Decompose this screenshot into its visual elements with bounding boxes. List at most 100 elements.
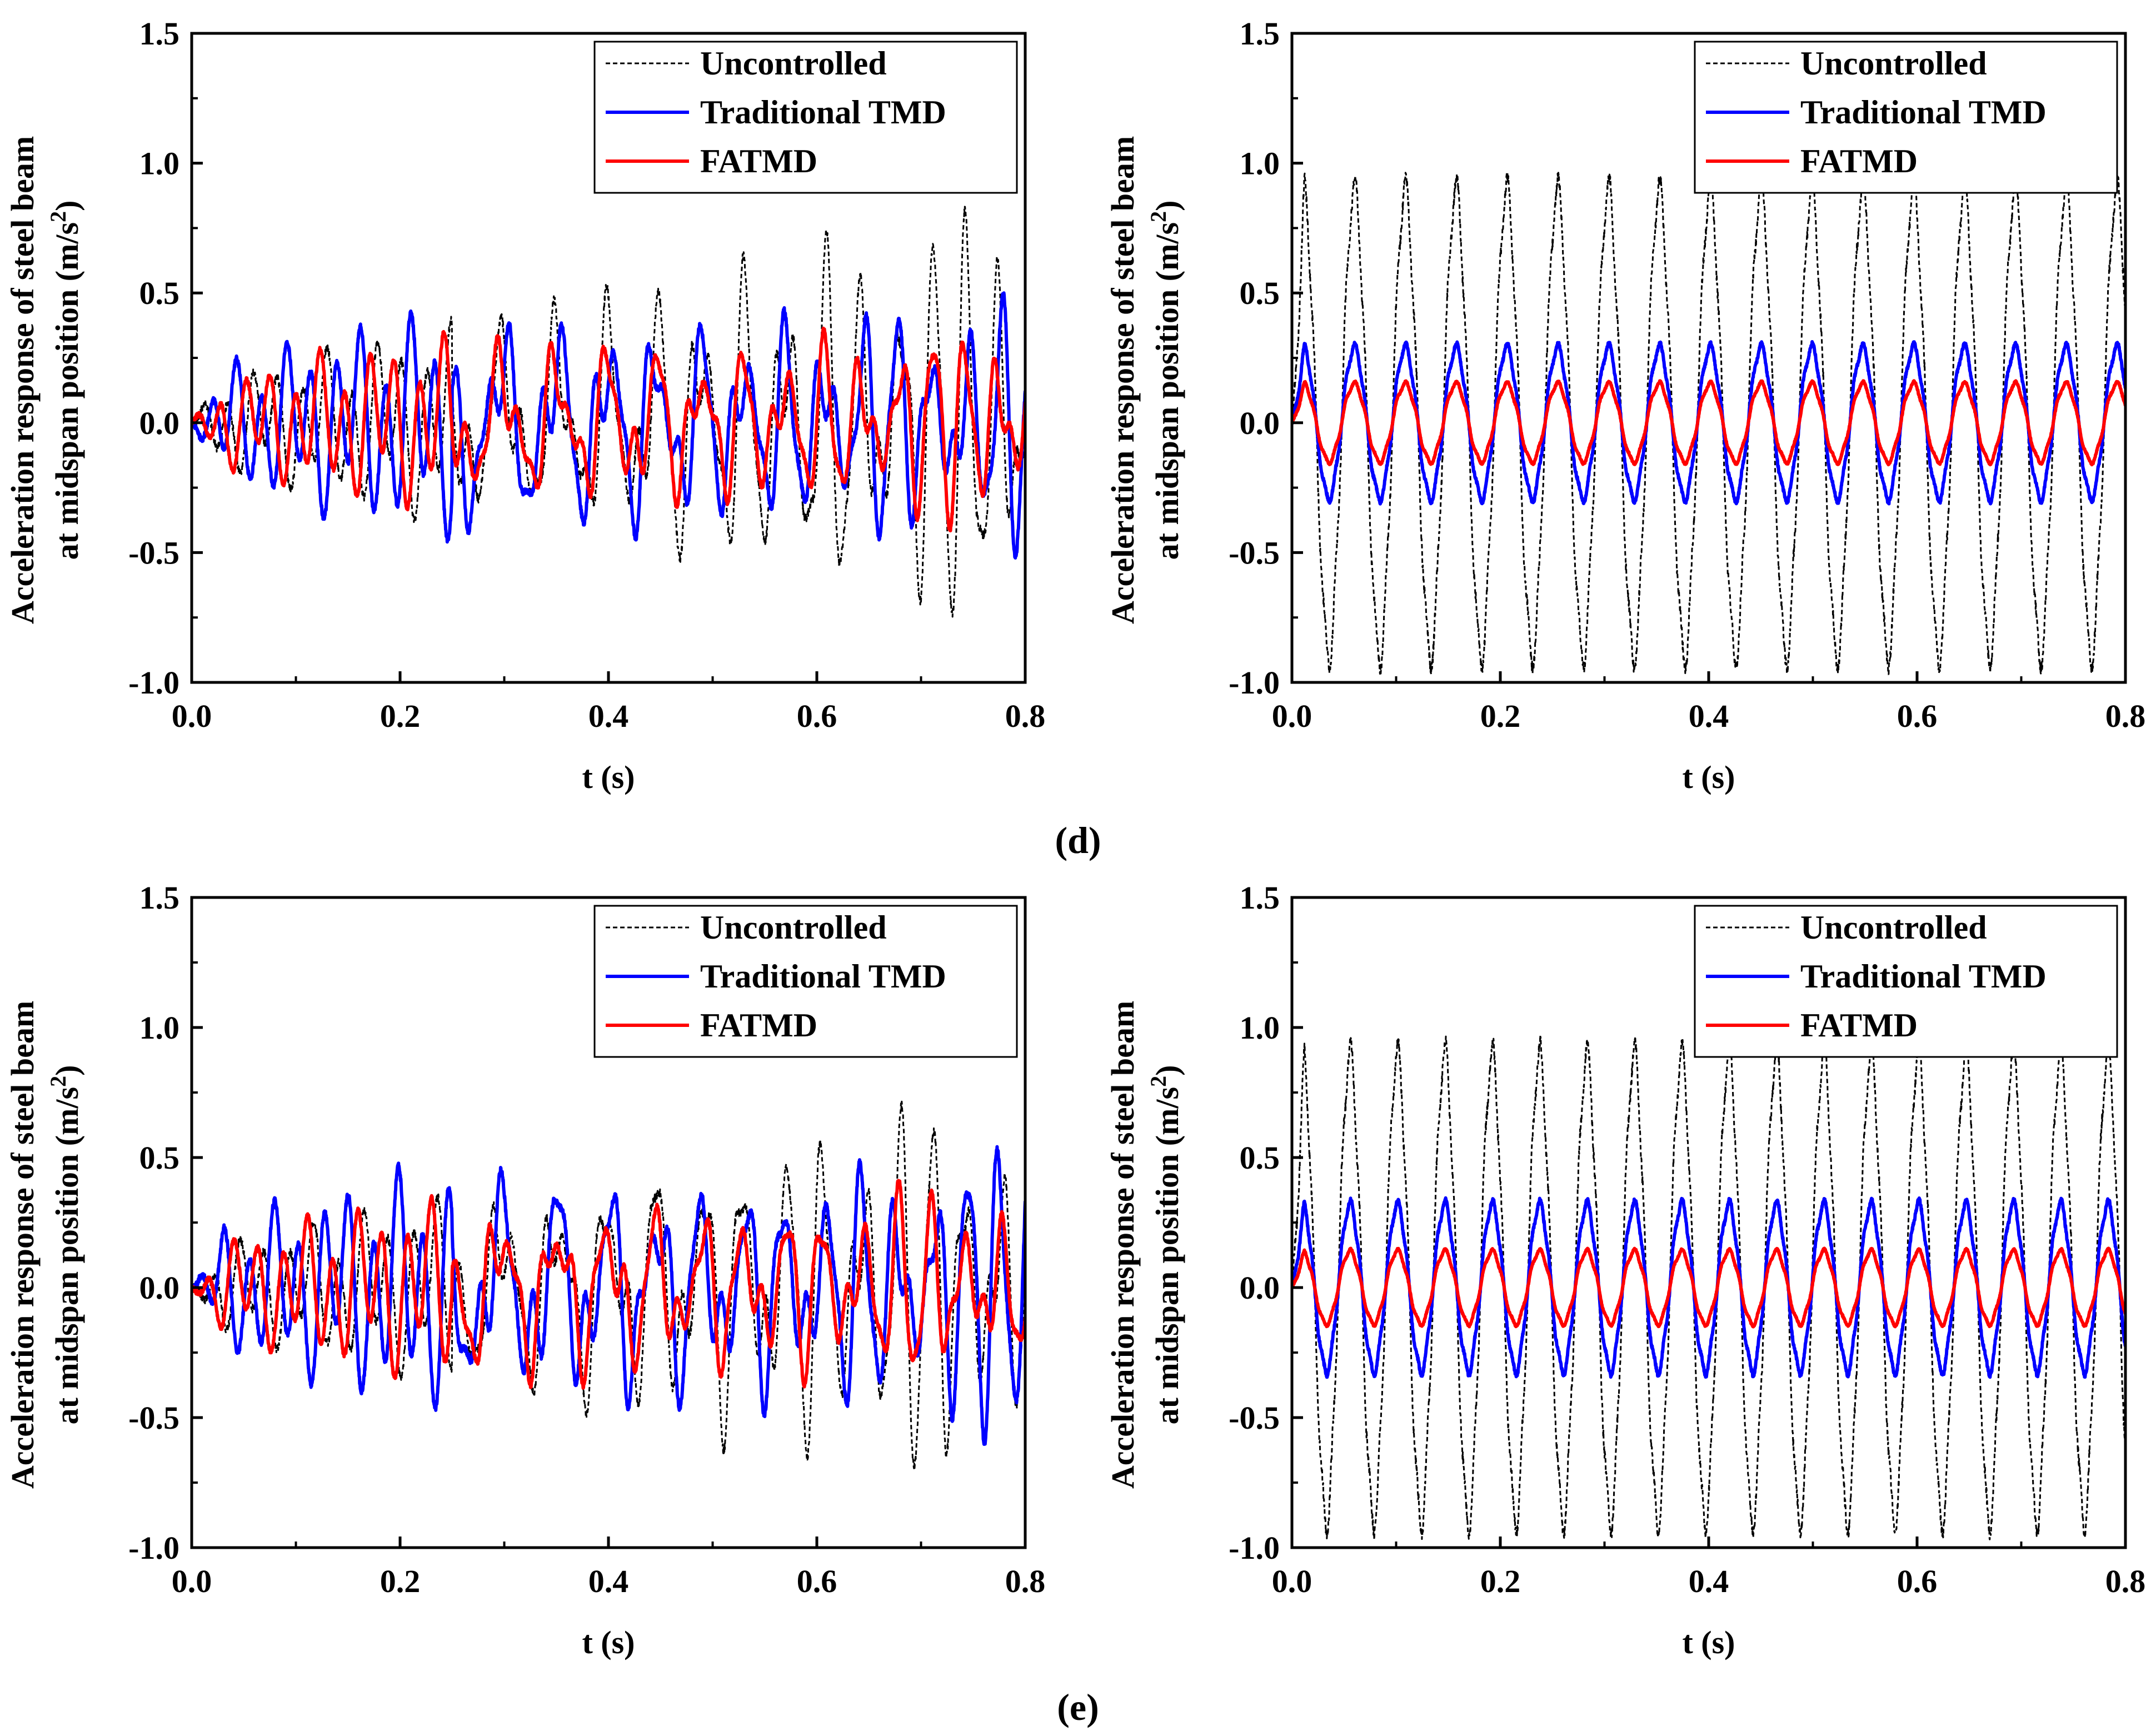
x-tick-label: 0.2: [1480, 698, 1521, 734]
legend-label-uncontrolled: Uncontrolled: [1800, 45, 1987, 82]
series-line-traditional-tmd: [1292, 1196, 2125, 1379]
x-tick-label: 0.0: [172, 698, 212, 734]
y-axis-label-line1: Acceleration response of steel beam: [1105, 136, 1141, 624]
caption-e: (e): [1057, 1686, 1099, 1728]
series-line-uncontrolled: [192, 206, 1025, 618]
y-axis-label-line2: at midspan position (m/s2): [46, 1065, 85, 1425]
x-tick-label: 0.2: [380, 698, 421, 734]
y-tick-label: -0.5: [128, 535, 179, 571]
legend: Uncontrolled Traditional TMD FATMD: [593, 41, 1018, 194]
x-tick-label: 0.4: [1689, 698, 1729, 734]
x-tick-label: 0.2: [380, 1563, 421, 1599]
series-line-fatmd: [192, 326, 1025, 532]
y-axis-label-text: at midspan position (m/s: [49, 222, 85, 560]
y-axis-label-line1: Acceleration response of steel beam: [1105, 1001, 1141, 1489]
y-axis-label-text: at midspan position (m/s: [1149, 1087, 1185, 1425]
x-axis-label: t (s): [1682, 759, 1735, 795]
y-tick-label: 1.0: [139, 146, 180, 182]
x-tick-label: 0.4: [588, 698, 629, 734]
y-tick-label: 1.5: [139, 880, 180, 916]
y-tick-label: 0.5: [139, 1140, 180, 1176]
x-tick-label: 0.2: [1480, 1563, 1521, 1599]
y-tick-label: 0.0: [1240, 1270, 1280, 1306]
x-tick-label: 0.6: [797, 1563, 837, 1599]
y-axis-label-suffix: ): [1149, 201, 1185, 211]
y-tick-label: 1.5: [1240, 880, 1280, 916]
panel-e-left: -1.0 -0.5 0.0 0.5 1.0 1.5 0.0 0.2 0.4 0.6 0.8 t (s)…: [4, 880, 1045, 1660]
legend-box: [1694, 905, 2118, 1058]
y-tick-label: 0.5: [1240, 275, 1280, 311]
series-line-traditional-tmd: [1292, 340, 2125, 506]
x-tick-label: 0.6: [1897, 1563, 1938, 1599]
legend: Uncontrolled Traditional TMD FATMD: [1694, 905, 2118, 1058]
series-line-uncontrolled: [1292, 170, 2125, 675]
legend-label-traditional-tmd: Traditional TMD: [700, 958, 946, 995]
y-axis-label-suffix: ): [1149, 1065, 1185, 1076]
plot-area: [1292, 1034, 2125, 1541]
x-tick-label: 0.8: [2105, 698, 2146, 734]
y-axis-label-text: at midspan position (m/s: [49, 1087, 85, 1425]
x-tick-label: 0.8: [1005, 698, 1046, 734]
y-tick-label: -0.5: [128, 1400, 179, 1436]
x-tick-label: 0.6: [1897, 698, 1938, 734]
legend: Uncontrolled Traditional TMD FATMD: [593, 905, 1018, 1058]
series-line-uncontrolled: [1292, 1034, 2125, 1541]
legend-label-uncontrolled: Uncontrolled: [700, 909, 887, 946]
series-line-fatmd: [192, 1179, 1025, 1390]
x-tick-label: 0.4: [588, 1563, 629, 1599]
y-tick-label: -1.0: [128, 1530, 179, 1566]
legend-label-fatmd: FATMD: [1800, 143, 1918, 179]
y-axis-label-superscript: 2: [1146, 1076, 1171, 1087]
y-axis-label-line2: at midspan position (m/s2): [1146, 1065, 1185, 1425]
y-tick-label: -1.0: [1229, 1530, 1280, 1566]
y-tick-label: 0.5: [139, 275, 180, 311]
legend-label-traditional-tmd: Traditional TMD: [1800, 94, 2047, 131]
x-tick-label: 0.8: [2105, 1563, 2146, 1599]
y-tick-label: 1.5: [1240, 16, 1280, 52]
plot-area: [192, 206, 1025, 618]
y-tick-label: 0.0: [1240, 405, 1280, 441]
y-axis-label-line2: at midspan position (m/s2): [46, 201, 85, 560]
panel-d-left: -1.0 -0.5 0.0 0.5 1.0 1.5 0.0 0.2 0.4 0.6 0.8 t (s)…: [4, 16, 1045, 795]
x-tick-label: 0.8: [1005, 1563, 1046, 1599]
caption-d: (d): [1055, 819, 1101, 861]
plot-area: [1292, 170, 2125, 675]
series-line-fatmd: [1292, 379, 2125, 467]
legend-label-uncontrolled: Uncontrolled: [1800, 909, 1987, 946]
y-axis-label-line2: at midspan position (m/s2): [1146, 201, 1185, 560]
y-tick-label: 0.5: [1240, 1140, 1280, 1176]
legend-box: [593, 905, 1018, 1058]
legend-box: [1694, 41, 2118, 194]
x-tick-label: 0.4: [1689, 1563, 1729, 1599]
x-axis-label: t (s): [582, 1624, 635, 1660]
series-line-fatmd: [1292, 1246, 2125, 1329]
y-tick-label: -1.0: [1229, 665, 1280, 701]
legend: Uncontrolled Traditional TMD FATMD: [1694, 41, 2118, 194]
y-tick-label: 1.0: [139, 1010, 180, 1046]
panel-e-right: -1.0 -0.5 0.0 0.5 1.0 1.5 0.0 0.2 0.4 0.6 0.8 t (s)…: [1105, 880, 2145, 1660]
x-tick-label: 0.0: [1272, 698, 1312, 734]
legend-label-fatmd: FATMD: [1800, 1007, 1918, 1044]
x-tick-label: 0.6: [797, 698, 837, 734]
y-tick-label: 1.5: [139, 16, 180, 52]
legend-box: [593, 41, 1018, 194]
y-tick-label: -0.5: [1229, 1400, 1280, 1436]
y-axis-label-suffix: ): [49, 1065, 85, 1076]
y-tick-label: -1.0: [128, 665, 179, 701]
y-axis-label-superscript: 2: [46, 211, 71, 222]
y-tick-label: 1.0: [1240, 1010, 1280, 1046]
y-axis-label-text: at midspan position (m/s: [1149, 222, 1185, 560]
y-tick-label: -0.5: [1229, 535, 1280, 571]
plot-area: [192, 1100, 1025, 1470]
x-tick-label: 0.0: [172, 1563, 212, 1599]
x-tick-label: 0.0: [1272, 1563, 1312, 1599]
legend-label-traditional-tmd: Traditional TMD: [700, 94, 946, 131]
y-axis-label-superscript: 2: [1146, 211, 1171, 222]
legend-label-fatmd: FATMD: [700, 143, 817, 179]
y-tick-label: 1.0: [1240, 146, 1280, 182]
legend-label-fatmd: FATMD: [700, 1007, 817, 1044]
y-axis-label-line1: Acceleration response of steel beam: [4, 136, 41, 624]
y-axis-label-line1: Acceleration response of steel beam: [4, 1001, 41, 1489]
x-axis-label: t (s): [1682, 1624, 1735, 1660]
